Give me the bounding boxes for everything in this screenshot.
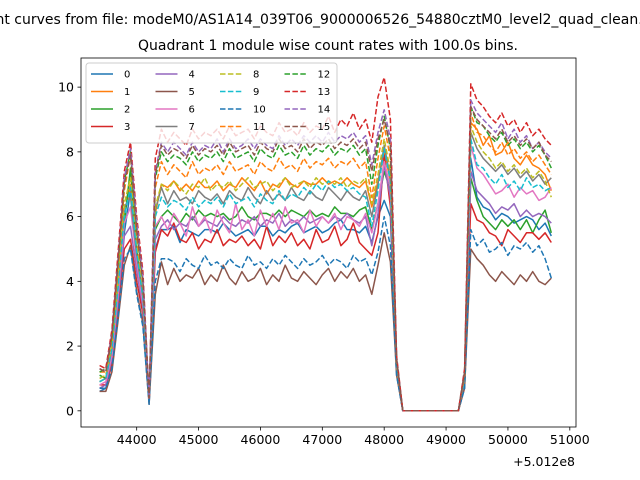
series-line-6 [99, 144, 552, 412]
series-line-3 [99, 154, 552, 412]
legend-label-5: 5 [189, 87, 195, 98]
legend-label-6: 6 [189, 105, 195, 116]
plot-area: 44000 45000 46000 47000 48000 49000 50000 51000… [58, 57, 590, 447]
series-line-7 [99, 131, 552, 412]
legend-label-4: 4 [189, 70, 195, 81]
legend-label-13: 13 [318, 87, 331, 98]
x-tick-label: 48000 [364, 432, 404, 447]
series-line-10 [99, 215, 553, 412]
series-line-11 [99, 112, 552, 412]
y-tick-label: 0 [66, 403, 74, 418]
x-tick-label: 47000 [302, 432, 342, 447]
y-tick-label: 8 [66, 144, 74, 159]
legend-label-1: 1 [124, 87, 130, 98]
y-tick-label: 10 [58, 80, 74, 95]
series-line-2 [99, 167, 553, 412]
legend-label-10: 10 [253, 105, 266, 116]
x-tick-label: 44000 [117, 432, 157, 447]
legend-label-14: 14 [318, 105, 331, 116]
legend-box [85, 62, 338, 144]
legend-label-9: 9 [253, 87, 259, 98]
x-tick-label: 50000 [488, 432, 528, 447]
legend-label-12: 12 [318, 70, 331, 81]
x-tick-label: 45000 [179, 432, 219, 447]
chart-title: Quadrant 1 module wise count rates with … [138, 38, 518, 54]
series-line-13 [99, 76, 552, 412]
y-tick-label: 4 [66, 274, 74, 289]
legend-label-15: 15 [318, 122, 331, 133]
legend-label-8: 8 [253, 70, 259, 81]
y-tick-label: 6 [66, 209, 74, 224]
x-offset-label: +5.012e8 [513, 454, 575, 469]
figure-suptitle: Light curves from file: modeM0/AS1A14_03… [0, 12, 640, 28]
x-tick-label: 49000 [426, 432, 466, 447]
x-tick-label: 46000 [241, 432, 281, 447]
legend-label-3: 3 [124, 122, 130, 133]
series-line-9 [99, 138, 552, 412]
y-tick-label: 2 [66, 339, 74, 354]
legend-label-11: 11 [253, 122, 266, 133]
series-line-8 [99, 125, 553, 412]
axes-frame [80, 57, 577, 428]
legend-label-2: 2 [124, 105, 130, 116]
legend-label-7: 7 [189, 122, 195, 133]
x-tick-label: 51000 [550, 432, 590, 447]
series-line-5 [99, 232, 552, 412]
legend-label-0: 0 [124, 70, 130, 81]
